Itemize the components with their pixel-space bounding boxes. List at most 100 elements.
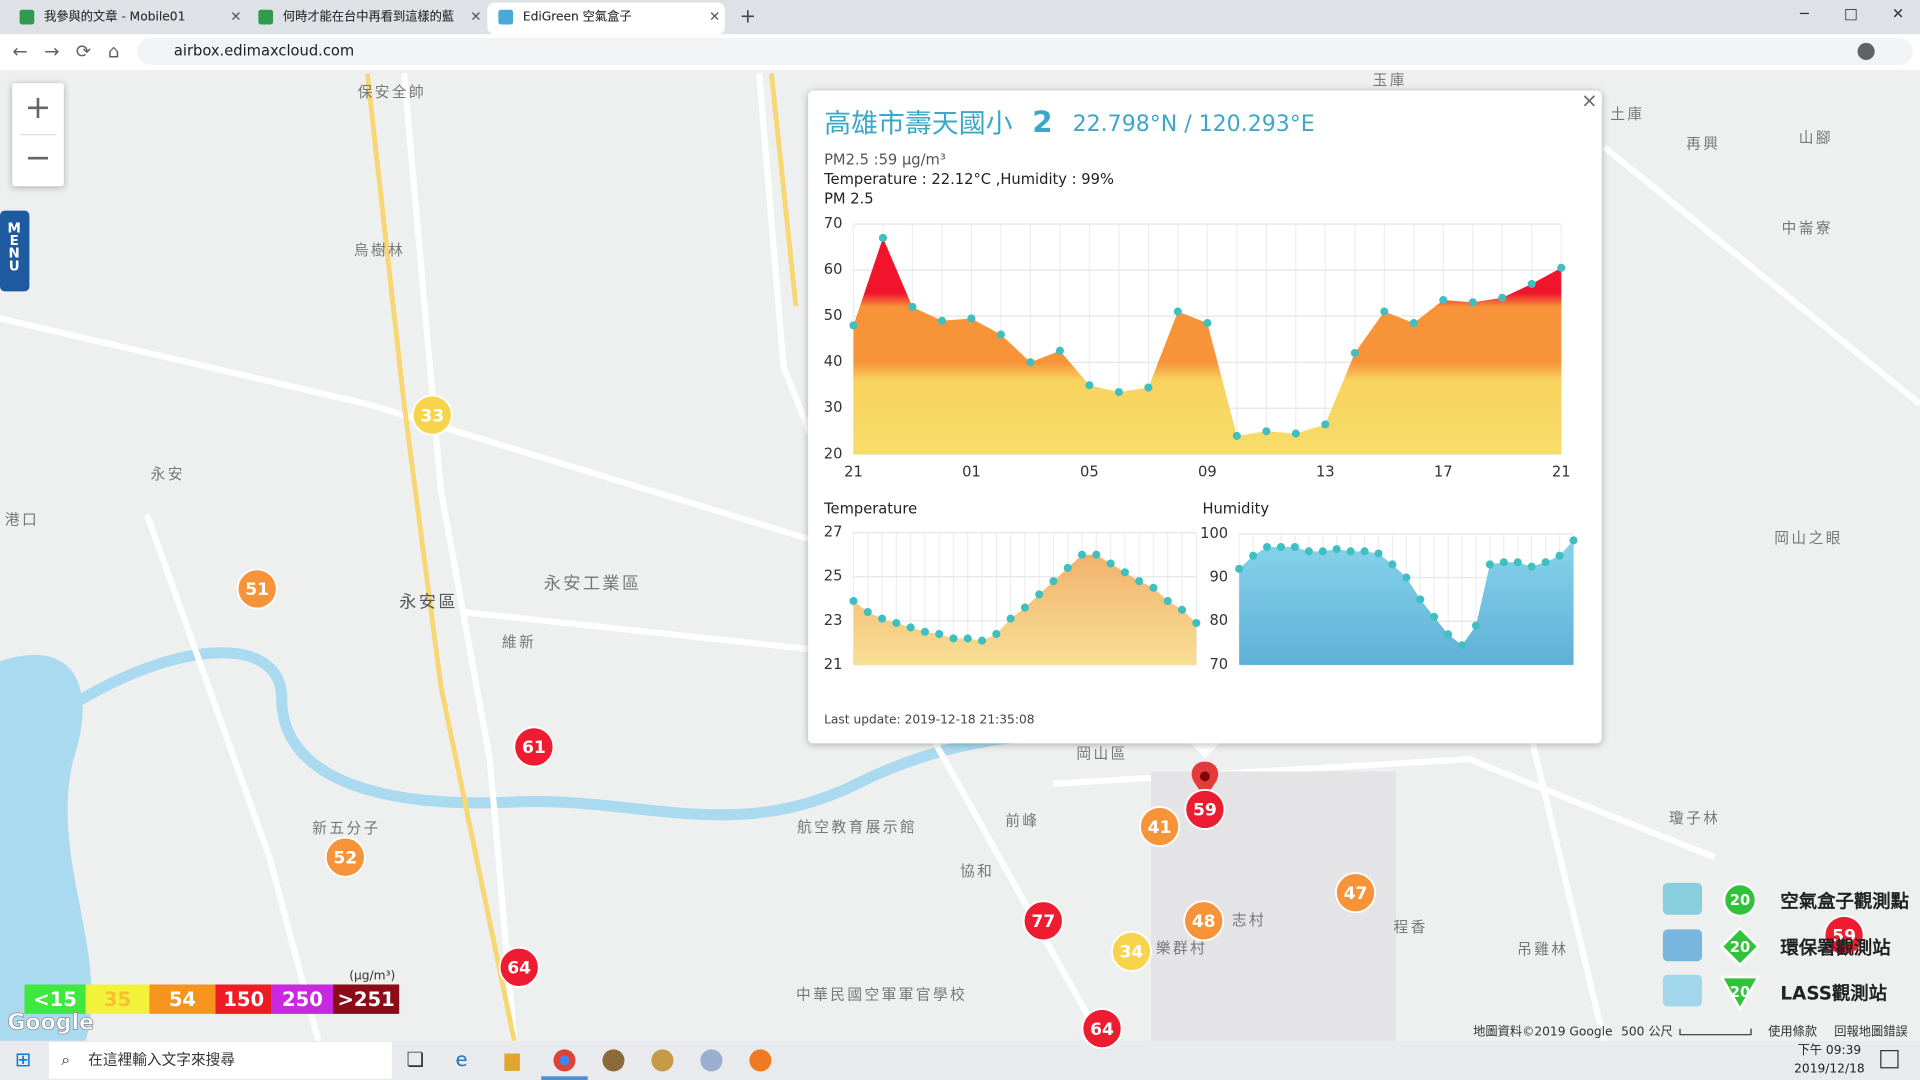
- place-label: 港口: [5, 511, 39, 528]
- y-tick-label: 60: [824, 261, 843, 278]
- x-tick-label: 05: [1080, 464, 1099, 481]
- data-point: [1163, 596, 1172, 606]
- svg-text:⟳: ⟳: [76, 42, 91, 63]
- data-point: [1049, 577, 1058, 586]
- marker-value: 64: [507, 959, 531, 979]
- data-point: [1380, 307, 1389, 316]
- data-point: [1114, 388, 1123, 397]
- station-marker[interactable]: [498, 946, 540, 988]
- place-label: 中華民國空軍軍官學校: [796, 986, 967, 1004]
- tab-title[interactable]: 何時才能在台中再看到這樣的藍: [283, 9, 454, 24]
- place-label: 烏樹林: [354, 242, 405, 259]
- notification-icon[interactable]: [1880, 1050, 1899, 1069]
- clock-time: 下午 09:39: [1798, 1043, 1862, 1057]
- aqi-label: 54: [169, 988, 196, 1011]
- station-count: 20: [1730, 892, 1750, 909]
- scale-bar: [1679, 1028, 1752, 1036]
- data-point: [1321, 420, 1330, 429]
- place-label: 新五分子: [312, 820, 381, 837]
- svg-text:e: e: [456, 1048, 468, 1071]
- google-logo: Google: [7, 1011, 94, 1036]
- tab-close-icon[interactable]: ✕: [709, 10, 720, 25]
- station-marker[interactable]: [1110, 930, 1152, 972]
- place-label: 永安: [151, 466, 185, 483]
- tab-close-icon[interactable]: ✕: [230, 10, 241, 25]
- data-point: [1203, 319, 1212, 328]
- highway: [364, 73, 799, 1042]
- data-point: [1020, 603, 1029, 612]
- place-label: 山腳: [1799, 129, 1833, 146]
- data-point: [892, 618, 901, 628]
- data-point: [1055, 346, 1064, 355]
- address-text: airbox.edimaxcloud.com: [174, 42, 354, 59]
- window-controls[interactable]: ─ □ ✕: [1799, 6, 1904, 23]
- data-point: [1485, 560, 1494, 569]
- station-marker[interactable]: [1335, 872, 1377, 914]
- data-point: [1262, 427, 1271, 436]
- place-label: 程香: [1393, 919, 1427, 936]
- last-update: Last update: 2019-12-18 21:35:08: [824, 713, 1034, 727]
- data-point: [1276, 542, 1286, 552]
- station-marker[interactable]: [513, 726, 555, 768]
- zoom-out[interactable]: −: [25, 138, 52, 176]
- svg-text:─: ─: [1799, 6, 1809, 23]
- tab-title[interactable]: EdiGreen 空氣盒子: [523, 9, 632, 24]
- station-count: 20: [1730, 939, 1750, 956]
- data-point: [1360, 547, 1369, 556]
- tab-title[interactable]: 我參與的文章 - Mobile01: [44, 9, 185, 24]
- search-box[interactable]: [48, 1042, 392, 1079]
- marker-value: 51: [245, 580, 269, 600]
- station-badge: [1719, 926, 1761, 967]
- data-point: [1471, 621, 1481, 630]
- search-icon: ⌕: [61, 1050, 70, 1069]
- zoom-in[interactable]: +: [25, 88, 52, 126]
- aqi-label: 35: [104, 988, 131, 1011]
- svg-text:❏: ❏: [407, 1048, 425, 1071]
- map-footer: 使用條款: [1768, 1024, 1817, 1039]
- data-point: [849, 596, 858, 606]
- data-point: [996, 330, 1005, 339]
- station-marker[interactable]: [1823, 915, 1865, 957]
- pm-reading: PM2.5 :59 μg/m³: [824, 151, 946, 168]
- tab-close-icon[interactable]: ✕: [470, 10, 481, 25]
- new-tab-button: +: [740, 5, 756, 28]
- station-marker[interactable]: [411, 394, 453, 436]
- data-point: [863, 607, 872, 617]
- taskbar-icons[interactable]: ⊞ ❏ e ▆: [15, 1048, 772, 1072]
- marker-value: 47: [1344, 884, 1368, 904]
- nav-icons[interactable]: ← → ⟳ ⌂: [12, 42, 119, 63]
- station-marker[interactable]: [1184, 788, 1226, 830]
- tab-title: EdiGreen 空氣盒子: [523, 9, 632, 24]
- menu-tab[interactable]: [0, 210, 30, 292]
- map-footer: 回報地圖錯誤: [1834, 1024, 1907, 1039]
- place-label: 岡山區: [1076, 745, 1127, 762]
- data-point: [937, 316, 946, 325]
- marker-value: 41: [1148, 818, 1172, 838]
- y-tick-label: 21: [824, 656, 843, 673]
- data-point: [1290, 542, 1299, 552]
- data-point: [920, 627, 929, 636]
- place-label: 保安全帥: [358, 83, 427, 101]
- aqi-label: >251: [337, 988, 394, 1011]
- station-marker[interactable]: [1022, 900, 1064, 942]
- station-marker[interactable]: [1139, 806, 1181, 848]
- active-tab[interactable]: [487, 2, 725, 35]
- aqi-cell: [333, 984, 400, 1014]
- y-tick-label: 80: [1209, 612, 1228, 629]
- omnibox[interactable]: [137, 37, 1913, 65]
- data-point: [1318, 547, 1327, 556]
- station-label: LASS觀測站: [1780, 982, 1887, 1004]
- station-marker[interactable]: [1081, 1008, 1123, 1050]
- marker-value: 59: [1832, 927, 1856, 947]
- station-marker[interactable]: [236, 568, 278, 610]
- station-marker[interactable]: [1183, 900, 1225, 942]
- y-tick-label: 20: [824, 445, 843, 462]
- x-tick-label: 21: [1552, 464, 1571, 481]
- svg-text:□: □: [1844, 6, 1858, 23]
- popup-close[interactable]: ×: [1581, 89, 1597, 112]
- station-badge: [1719, 975, 1761, 1012]
- y-tick-label: 70: [824, 215, 843, 232]
- station-marker[interactable]: [324, 836, 366, 878]
- data-point: [1006, 614, 1015, 623]
- aqi-unit: (μg/m³): [349, 968, 395, 982]
